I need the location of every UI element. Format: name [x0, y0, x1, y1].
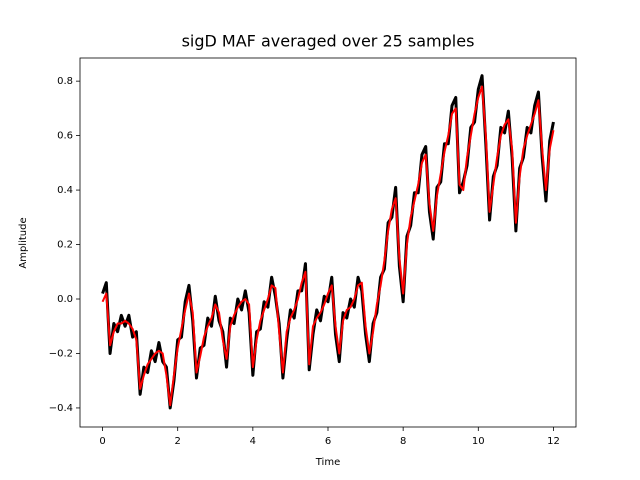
- x-tick-label: 2: [175, 436, 181, 447]
- y-tick-label: 0.2: [57, 240, 73, 251]
- x-axis-label: Time: [315, 457, 340, 468]
- y-tick-label: 0.4: [57, 185, 73, 196]
- x-tick-label: 4: [250, 436, 256, 447]
- plot-frame: [79, 57, 577, 428]
- series-line: [101, 74, 555, 410]
- x-tick-label: 0: [99, 436, 105, 447]
- chart-title: sigD MAF averaged over 25 samples: [182, 32, 475, 51]
- x-tick-label: 8: [400, 436, 406, 447]
- series-line: [101, 85, 555, 407]
- y-tick-label: −0.4: [49, 403, 73, 414]
- y-tick-label: 0.0: [57, 294, 73, 305]
- y-tick-label: 0.6: [57, 131, 73, 142]
- x-tick-label: 12: [547, 436, 560, 447]
- y-axis-label: Amplitude: [18, 217, 29, 268]
- y-tick-label: −0.2: [49, 348, 73, 359]
- x-tick-label: 10: [472, 436, 485, 447]
- y-tick-label: 0.8: [57, 76, 73, 87]
- x-tick-label: 6: [325, 436, 331, 447]
